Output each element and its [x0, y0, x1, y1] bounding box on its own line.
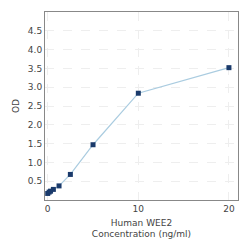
svg-text:4.0: 4.0: [28, 45, 43, 55]
svg-text:3.5: 3.5: [28, 64, 42, 74]
svg-text:1.0: 1.0: [28, 158, 43, 168]
svg-text:0: 0: [45, 204, 51, 214]
svg-text:2.0: 2.0: [28, 120, 43, 130]
svg-text:4.5: 4.5: [28, 26, 42, 36]
svg-text:OD: OD: [11, 99, 21, 113]
svg-text:0.5: 0.5: [28, 176, 42, 186]
svg-text:3.0: 3.0: [28, 82, 43, 92]
svg-text:20: 20: [223, 204, 235, 214]
svg-text:10: 10: [133, 204, 145, 214]
svg-text:Human WEE2Concentration (ng/ml: Human WEE2Concentration (ng/ml): [92, 218, 191, 240]
svg-text:1.5: 1.5: [28, 139, 42, 149]
svg-text:2.5: 2.5: [28, 101, 42, 111]
